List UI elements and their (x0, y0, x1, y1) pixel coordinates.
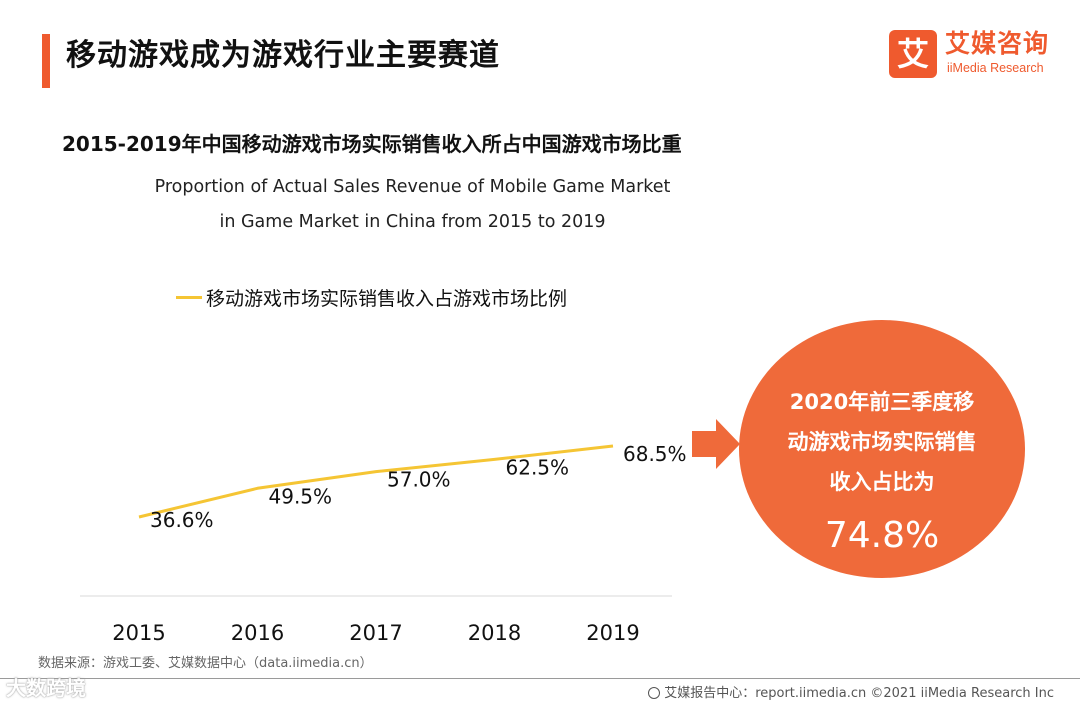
chart-subtitle: Proportion of Actual Sales Revenue of Mo… (80, 170, 745, 240)
x-tick-label: 2016 (231, 621, 284, 645)
logo-mark-icon: 艾 (889, 30, 937, 78)
footer-label: 艾媒报告中心：report.iimedia.cn ©2021 iiMedia R… (664, 686, 1054, 701)
series-line (138, 444, 614, 519)
callout-line3: 收入占比为 (829, 470, 935, 494)
data-label: 68.5% (623, 442, 687, 466)
legend-line-swatch (176, 296, 202, 299)
data-label: 36.6% (150, 508, 214, 532)
x-tick-label: 2019 (586, 621, 639, 645)
x-tick-label: 2018 (468, 621, 521, 645)
callout-line1: 2020年前三季度移 (789, 390, 975, 414)
callout-circle (739, 320, 1025, 578)
watermark: 大数跨境 (6, 676, 86, 700)
callout-line2: 动游戏市场实际销售 (787, 430, 977, 454)
callout-value: 74.8% (824, 515, 940, 556)
arrow-right-icon (692, 419, 740, 469)
data-label: 62.5% (506, 455, 570, 479)
chart-subtitle-line2: in Game Market in China from 2015 to 201… (219, 212, 606, 232)
legend-label: 移动游戏市场实际销售收入占游戏市场比例 (206, 288, 568, 310)
chart-subtitle-line1: Proportion of Actual Sales Revenue of Mo… (154, 177, 671, 197)
x-tick-label: 2017 (349, 621, 402, 645)
chart-legend: 移动游戏市场实际销售收入占游戏市场比例 (176, 286, 567, 312)
data-label: 49.5% (269, 484, 333, 508)
iimedia-logo: 艾 艾媒咨询 iiMedia Research (889, 30, 1069, 80)
title-accent-bar (42, 34, 50, 88)
callout-text: 2020年前三季度移 动游戏市场实际销售 收入占比为 (764, 382, 1000, 502)
data-label: 57.0% (387, 468, 451, 492)
page-title: 移动游戏成为游戏行业主要赛道 (66, 38, 500, 73)
logo-cn-text: 艾媒咨询 (945, 29, 1050, 58)
data-source: 数据来源：游戏工委、艾媒数据中心（data.iimedia.cn） (38, 656, 373, 671)
x-tick-label: 2015 (112, 621, 165, 645)
globe-icon (648, 686, 661, 699)
footer-text: 艾媒报告中心：report.iimedia.cn ©2021 iiMedia R… (648, 682, 1054, 701)
logo-en-text: iiMedia Research (947, 61, 1044, 75)
chart-title: 2015-2019年中国移动游戏市场实际销售收入所占中国游戏市场比重 (62, 132, 682, 156)
footer-divider (0, 678, 1080, 679)
